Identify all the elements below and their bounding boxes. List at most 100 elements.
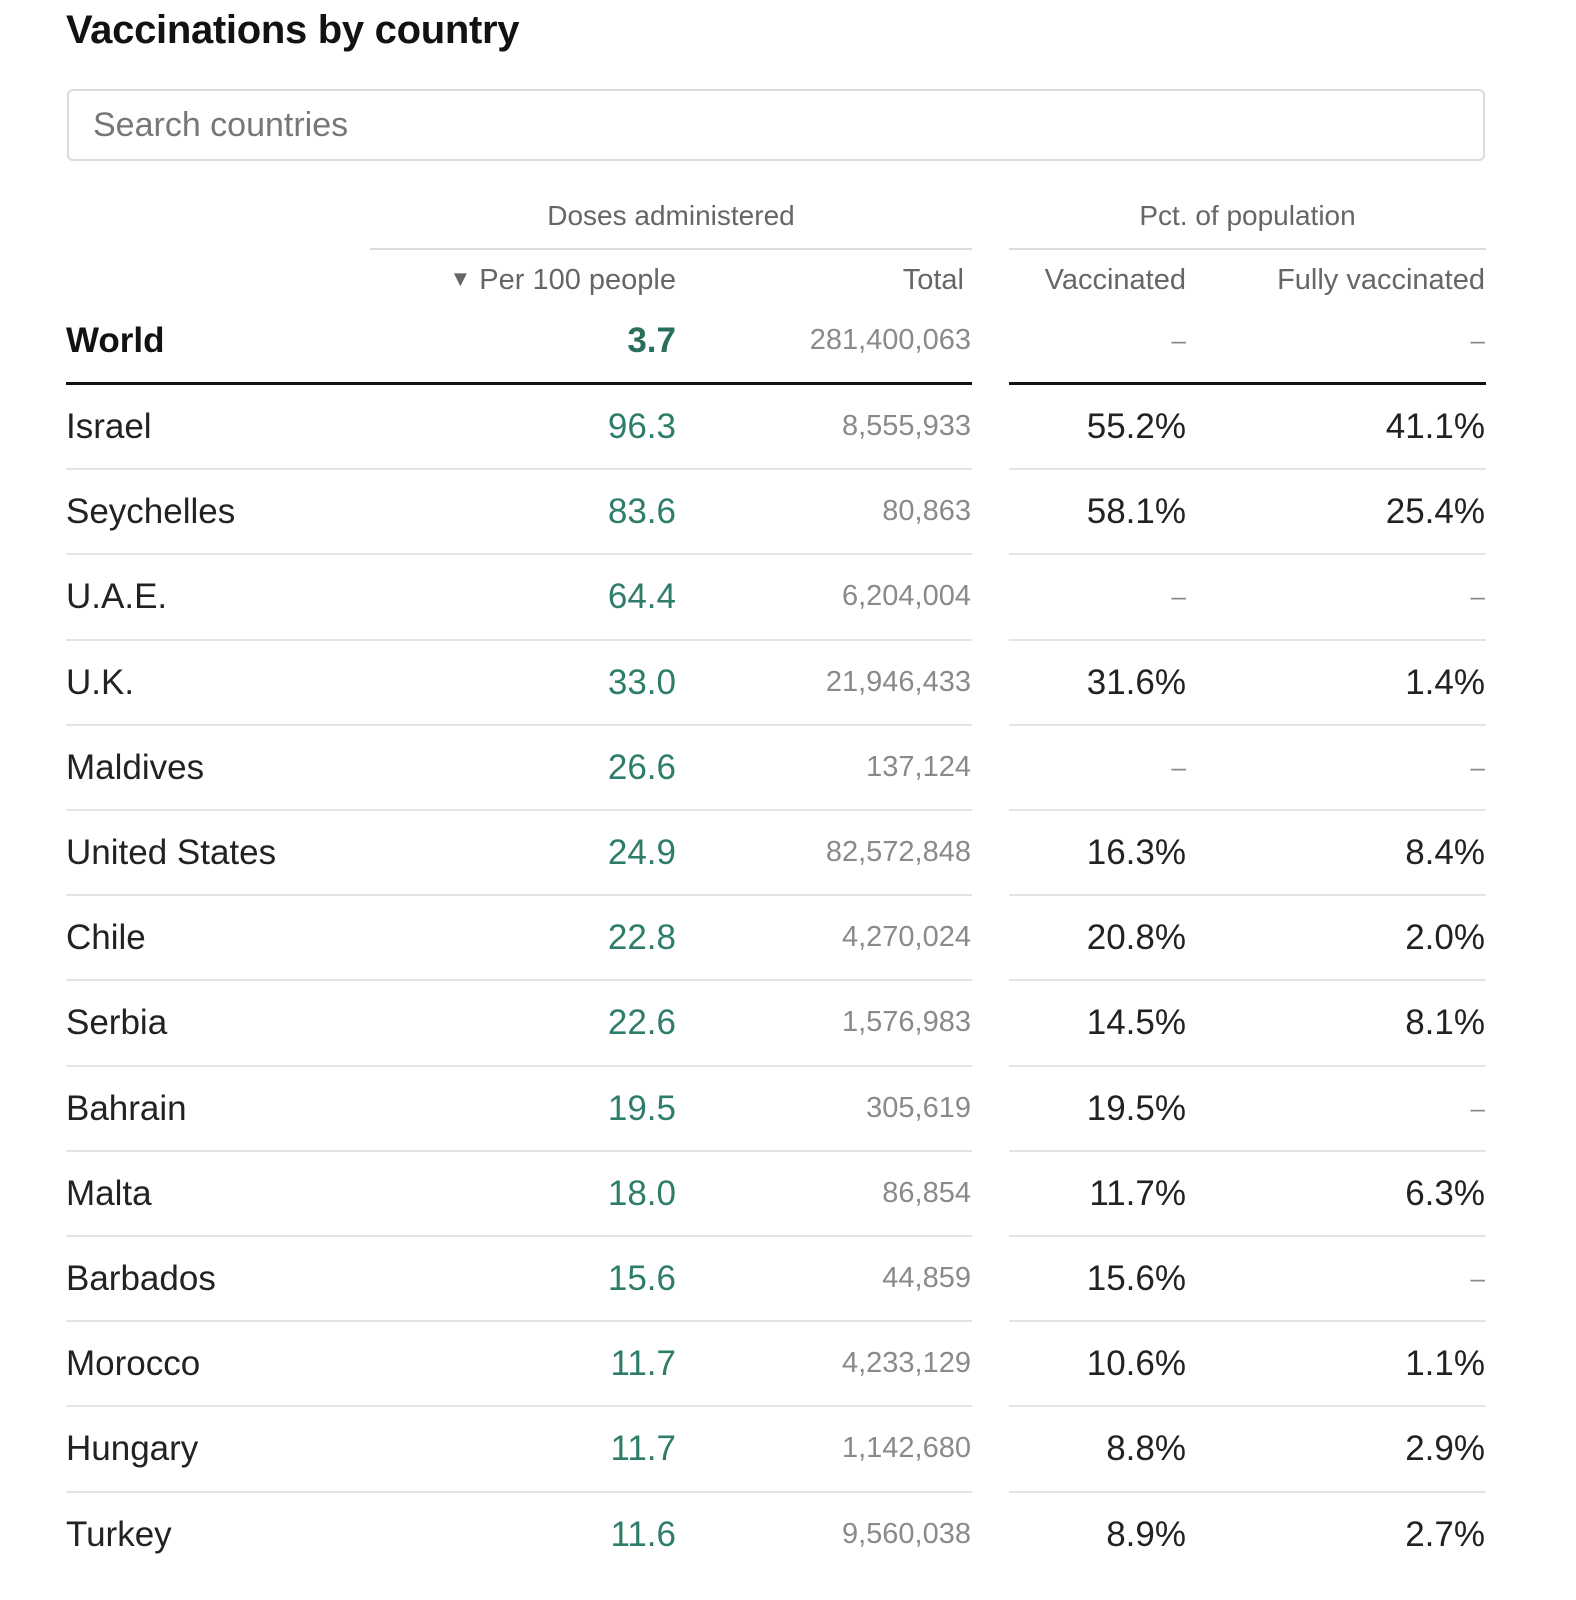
country-name: United States: [66, 833, 277, 872]
country-name: U.A.E.: [66, 577, 168, 617]
table-row: Barbados 15.6 44,859 15.6% –: [0, 1236, 1576, 1321]
vaccinated-value: 14.5%: [1086, 1003, 1186, 1043]
vaccinated-value: 11.7%: [1089, 1173, 1186, 1213]
total-value: 305,619: [866, 1091, 971, 1124]
row-divider: [66, 1235, 972, 1237]
vaccinated-value: 31.6%: [1086, 662, 1186, 702]
row-divider: [1009, 809, 1486, 811]
column-header-fully-vaccinated[interactable]: Fully vaccinated: [1277, 264, 1485, 296]
total-value: 4,270,024: [841, 921, 971, 954]
row-divider: [1009, 553, 1486, 556]
country-name: Seychelles: [66, 492, 236, 532]
fully-vaccinated-value: 8.1%: [1405, 1003, 1485, 1043]
fully-vaccinated-value: 25.4%: [1385, 492, 1485, 532]
column-header-per100[interactable]: ▼ Per 100 people: [450, 264, 677, 297]
per100-value: 18.0: [607, 1173, 676, 1213]
row-divider: [66, 1064, 972, 1067]
row-divider: [1009, 1064, 1486, 1067]
country-name: Barbados: [66, 1259, 216, 1298]
per100-value: 26.6: [607, 747, 676, 787]
total-value: 1,142,680: [841, 1432, 971, 1465]
table-row: Turkey 11.6 9,560,038 8.9% 2.7%: [0, 1492, 1576, 1577]
vaccinated-value: 8.8%: [1106, 1429, 1186, 1469]
group-header-doses: Doses administered: [547, 200, 795, 231]
vaccinated-value: 20.8%: [1086, 918, 1186, 958]
world-row: World 3.7 281,400,063 – –: [0, 298, 1576, 383]
row-divider: [66, 553, 972, 556]
total-value: 1,576,983: [841, 1006, 971, 1039]
world-divider-right: [1009, 382, 1486, 385]
row-divider: [66, 1490, 972, 1493]
table-row: Israel 96.3 8,555,933 55.2% 41.1%: [0, 384, 1576, 469]
fully-vaccinated-value: –: [1470, 581, 1485, 612]
vaccinated-value: –: [1171, 751, 1186, 782]
table-row: Malta 18.0 86,854 11.7% 6.3%: [0, 1151, 1576, 1236]
search-input[interactable]: [67, 89, 1485, 161]
country-name: Morocco: [66, 1344, 201, 1384]
fully-vaccinated-value: –: [1470, 1263, 1485, 1293]
per100-value: 64.4: [607, 577, 676, 617]
fully-vaccinated-value: –: [1470, 1092, 1485, 1123]
row-divider: [1009, 979, 1486, 982]
country-name: U.K.: [66, 662, 135, 702]
total-value: 82,572,848: [825, 836, 971, 868]
vaccinated-value: –: [1171, 581, 1186, 612]
per100-value: 15.6: [607, 1259, 676, 1298]
country-name: Israel: [66, 407, 152, 446]
total-value: 86,854: [882, 1176, 971, 1209]
fully-vaccinated-value: 2.7%: [1405, 1514, 1485, 1554]
group-divider-doses: [370, 248, 972, 250]
per100-value: 22.6: [607, 1003, 676, 1043]
column-header-per100-label: Per 100 people: [479, 264, 676, 296]
fully-vaccinated-value: 2.0%: [1405, 918, 1485, 958]
country-name: Malta: [66, 1173, 152, 1213]
vaccinated-value: 58.1%: [1086, 492, 1186, 532]
vaccinated-value: 19.5%: [1086, 1088, 1186, 1128]
table-row: Maldives 26.6 137,124 – –: [0, 725, 1576, 810]
vaccinated-value: 10.6%: [1086, 1344, 1186, 1384]
row-divider: [66, 1405, 972, 1408]
country-name: Chile: [66, 918, 146, 958]
row-divider: [66, 979, 972, 982]
table-row: Morocco 11.7 4,233,129 10.6% 1.1%: [0, 1321, 1576, 1406]
per100-value: 3.7: [627, 321, 676, 360]
per100-value: 22.8: [607, 918, 676, 958]
row-divider: [66, 638, 972, 641]
row-divider: [1009, 638, 1486, 641]
vaccinated-value: –: [1171, 325, 1186, 355]
row-divider: [1009, 1405, 1486, 1408]
table-row: United States 24.9 82,572,848 16.3% 8.4%: [0, 810, 1576, 895]
country-name: Maldives: [66, 747, 205, 787]
row-divider: [1009, 1320, 1486, 1323]
total-value: 21,946,433: [825, 665, 971, 698]
fully-vaccinated-value: –: [1470, 751, 1485, 782]
country-name: World: [66, 321, 165, 360]
total-value: 6,204,004: [841, 580, 971, 613]
column-header-vaccinated[interactable]: Vaccinated: [1044, 264, 1186, 296]
country-name: Bahrain: [66, 1088, 187, 1128]
fully-vaccinated-value: 1.1%: [1405, 1344, 1485, 1384]
total-value: 44,859: [882, 1262, 971, 1294]
country-name: Hungary: [66, 1429, 199, 1469]
row-divider: [1009, 723, 1486, 726]
row-divider: [1009, 468, 1486, 471]
table-row: Seychelles 83.6 80,863 58.1% 25.4%: [0, 469, 1576, 554]
row-divider: [1009, 894, 1486, 897]
per100-value: 11.7: [610, 1344, 676, 1384]
per100-value: 11.7: [610, 1429, 676, 1469]
row-divider: [66, 723, 972, 726]
vaccinated-value: 15.6%: [1086, 1259, 1186, 1298]
per100-value: 83.6: [607, 492, 676, 532]
table-row: Serbia 22.6 1,576,983 14.5% 8.1%: [0, 980, 1576, 1065]
fully-vaccinated-value: 1.4%: [1405, 662, 1485, 702]
total-value: 137,124: [866, 750, 971, 783]
total-value: 4,233,129: [841, 1347, 971, 1380]
per100-value: 96.3: [607, 407, 676, 446]
per100-value: 24.9: [607, 833, 676, 872]
fully-vaccinated-value: 2.9%: [1405, 1429, 1485, 1469]
column-header-total[interactable]: Total: [902, 264, 964, 296]
table-row: Bahrain 19.5 305,619 19.5% –: [0, 1066, 1576, 1151]
total-value: 8,555,933: [841, 410, 971, 442]
row-divider: [1009, 1149, 1486, 1152]
country-name: Serbia: [66, 1003, 168, 1043]
